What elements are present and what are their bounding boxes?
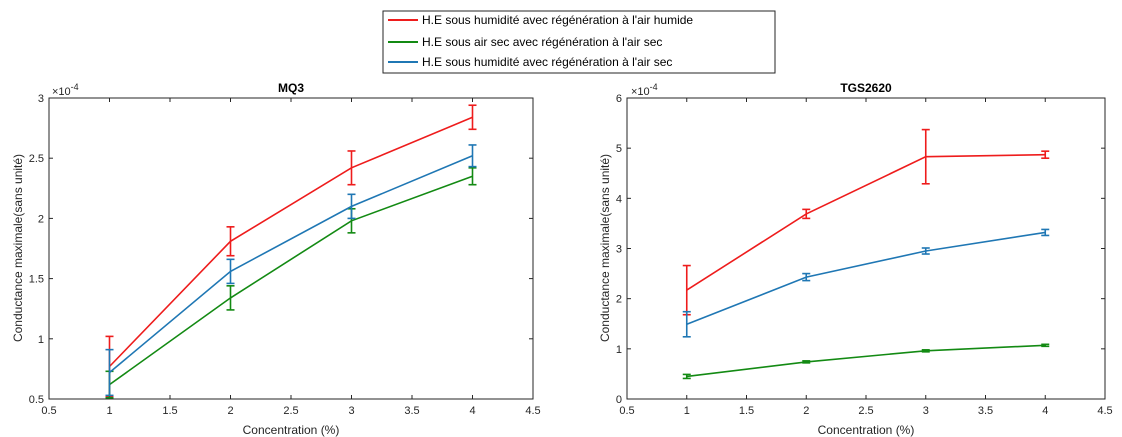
- error-bar: [682, 373, 691, 380]
- error-bar: [802, 360, 811, 364]
- x-tick-label: 2.5: [283, 405, 298, 417]
- error-bar: [921, 349, 930, 353]
- series-line-0: [686, 153, 1046, 291]
- x-tick-label: 1.5: [739, 405, 754, 417]
- y-axis-label: Conductance maximale(sans unité): [11, 154, 25, 342]
- chart-mq3: MQ3 Concentration (%) Conductance maxima…: [11, 81, 541, 437]
- x-tick-label: 0.5: [41, 405, 56, 417]
- error-bar: [347, 193, 356, 220]
- y-tick-label: 2.5: [29, 153, 44, 165]
- error-bar: [1041, 343, 1050, 348]
- x-tick-label: 2: [803, 405, 809, 417]
- y-tick-label: 0: [616, 394, 622, 406]
- error-bar: [1041, 228, 1050, 237]
- x-axis-label: Concentration (%): [243, 423, 340, 437]
- exponent-label: ×10-4: [52, 82, 79, 98]
- series-line-2: [108, 155, 473, 374]
- x-tick-label: 3.5: [404, 405, 419, 417]
- x-tick-label: 0.5: [619, 405, 634, 417]
- error-bar: [468, 104, 477, 131]
- error-bar: [1041, 150, 1050, 159]
- y-tick-label: 3: [616, 244, 622, 256]
- legend-box: [382, 10, 776, 74]
- error-bar: [682, 310, 691, 338]
- x-tick-label: 3.5: [978, 405, 993, 417]
- error-bar: [226, 258, 235, 285]
- series-line-1: [109, 175, 473, 386]
- y-tick-label: 2: [616, 294, 622, 306]
- legend-label-0: H.E sous humidité avec régénération à l'…: [422, 13, 693, 27]
- x-tick-label: 4.5: [525, 405, 540, 417]
- x-tick-label: 4: [469, 405, 475, 417]
- error-bar: [802, 272, 811, 282]
- series-line-0: [108, 116, 473, 368]
- error-bar: [921, 247, 930, 255]
- chart-title: TGS2620: [840, 81, 892, 95]
- error-bar: [921, 128, 930, 185]
- legend-label-1: H.E sous air sec avec régénération à l'a…: [422, 35, 662, 49]
- x-tick-label: 2.5: [858, 405, 873, 417]
- chart-title: MQ3: [278, 81, 304, 95]
- chart-tgs2620: TGS2620 Concentration (%) Conductance ma…: [598, 81, 1113, 437]
- y-tick-label: 1.5: [29, 274, 44, 286]
- x-tick-label: 2: [227, 405, 233, 417]
- series-line-2: [686, 231, 1046, 326]
- y-tick-label: 2: [38, 213, 44, 225]
- error-bar: [468, 167, 477, 186]
- y-tick-label: 6: [616, 93, 622, 105]
- error-bar: [226, 285, 235, 311]
- x-tick-label: 4: [1042, 405, 1048, 417]
- x-tick-label: 3: [348, 405, 354, 417]
- y-tick-label: 4: [616, 193, 622, 205]
- legend-label-2: H.E sous humidité avec régénération à l'…: [422, 55, 672, 69]
- x-tick-label: 1: [106, 405, 112, 417]
- plot-area: [626, 97, 1106, 400]
- series-line-1: [686, 344, 1046, 378]
- x-tick-label: 1: [684, 405, 690, 417]
- error-bar: [347, 150, 356, 186]
- error-bar: [226, 226, 235, 257]
- exponent-label: ×10-4: [631, 82, 658, 98]
- y-tick-label: 1: [38, 334, 44, 346]
- error-bar: [468, 144, 477, 168]
- y-axis-label: Conductance maximale(sans unité): [598, 154, 612, 342]
- error-bar: [802, 208, 811, 220]
- error-bar: [105, 348, 114, 397]
- x-tick-label: 3: [923, 405, 929, 417]
- x-axis-label: Concentration (%): [818, 423, 915, 437]
- y-tick-label: 1: [616, 344, 622, 356]
- y-tick-label: 3: [38, 93, 44, 105]
- x-tick-label: 1.5: [162, 405, 177, 417]
- y-tick-label: 5: [616, 143, 622, 155]
- x-tick-label: 4.5: [1097, 405, 1112, 417]
- y-tick-label: 0.5: [29, 394, 44, 406]
- legend: H.E sous humidité avec régénération à l'…: [382, 10, 776, 74]
